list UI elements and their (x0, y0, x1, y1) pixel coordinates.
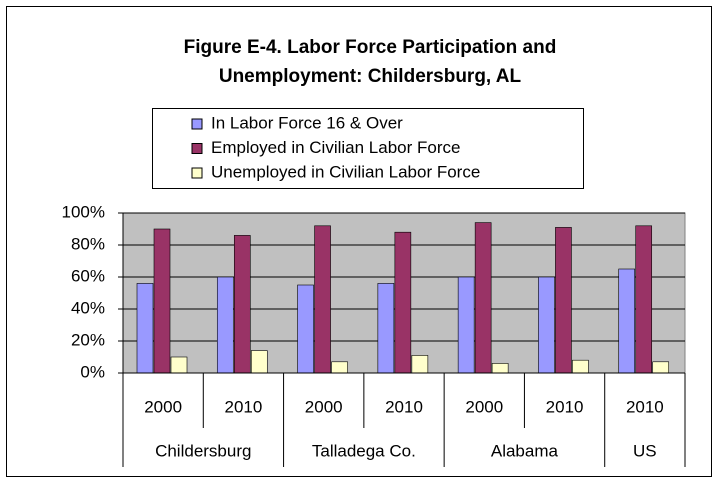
x-tick-label: 2000 (305, 397, 343, 416)
bar (457, 276, 475, 374)
bar (377, 283, 395, 374)
y-tick-label: 60% (71, 266, 105, 285)
y-tick-label: 40% (71, 298, 105, 317)
bar (216, 276, 234, 374)
x-tick-label: 2000 (465, 397, 503, 416)
legend-swatch (191, 143, 203, 154)
bar (136, 283, 154, 374)
bar (394, 231, 412, 374)
bar (618, 268, 636, 374)
legend-swatch (191, 118, 203, 130)
y-tick-label: 100% (62, 202, 105, 221)
x-tick-label: 2000 (144, 397, 182, 416)
bar (652, 361, 670, 374)
bar (233, 235, 251, 374)
x-tick-label: 2010 (225, 397, 263, 416)
y-tick-label: 80% (71, 234, 105, 253)
bar (250, 350, 268, 374)
y-tick-label: 0% (80, 362, 105, 381)
bar (314, 225, 331, 374)
bar (331, 361, 348, 374)
bar (411, 355, 429, 374)
bar (297, 284, 314, 374)
bar (572, 359, 589, 374)
x-group-label: US (633, 441, 657, 460)
x-group-label: Childersburg (155, 441, 251, 460)
bar (538, 276, 555, 374)
legend-box (152, 108, 584, 189)
bar (474, 222, 492, 374)
bar (555, 227, 572, 374)
bar (635, 225, 653, 374)
bar (491, 363, 509, 374)
legend-label: Employed in Civilian Labor Force (211, 138, 460, 157)
legend-label: In Labor Force 16 & Over (211, 113, 403, 132)
legend-label: Unemployed in Civilian Labor Force (211, 162, 480, 181)
x-tick-label: 2010 (626, 397, 664, 416)
x-tick-label: 2010 (385, 397, 423, 416)
x-group-label: Talladega Co. (312, 441, 416, 460)
x-tick-label: 2010 (546, 397, 584, 416)
bar (153, 228, 171, 374)
chart-title: Unemployment: Childersburg, AL (219, 66, 522, 87)
chart-title: Figure E-4. Labor Force Participation an… (184, 37, 557, 58)
legend-swatch (191, 167, 203, 179)
x-group-label: Alabama (491, 441, 559, 460)
y-tick-label: 20% (71, 330, 105, 349)
bar (170, 356, 188, 374)
